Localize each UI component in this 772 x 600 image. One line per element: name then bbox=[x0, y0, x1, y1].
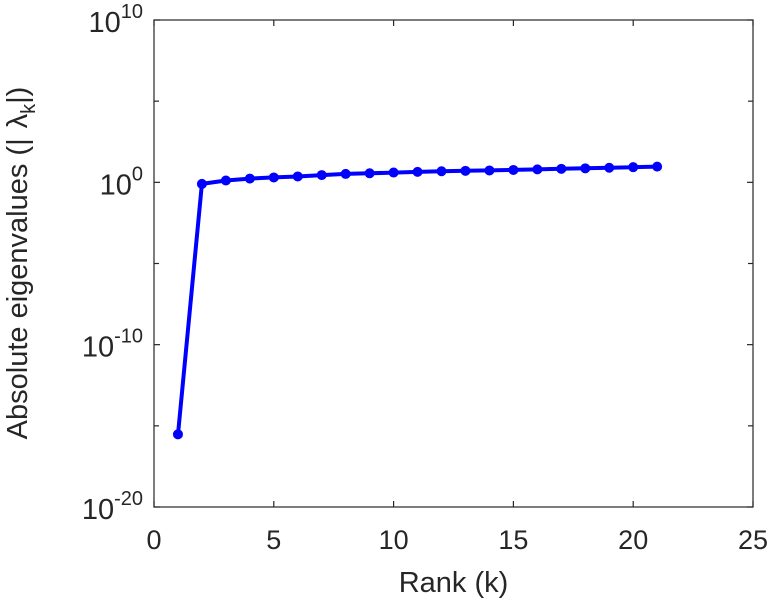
y-tick-label: 10-10 bbox=[82, 326, 143, 364]
y-tick-label-exponent: -10 bbox=[114, 326, 143, 348]
x-tick-label: 10 bbox=[379, 525, 409, 555]
y-tick-label: 100 bbox=[100, 163, 143, 201]
data-point bbox=[628, 162, 639, 173]
data-point bbox=[316, 170, 327, 181]
data-point bbox=[436, 166, 447, 177]
x-tick-label: 15 bbox=[498, 525, 528, 555]
data-point bbox=[508, 164, 519, 175]
series-line bbox=[176, 164, 658, 435]
y-axis-label-subscript: k bbox=[18, 103, 40, 114]
data-point bbox=[580, 163, 591, 174]
plot-box bbox=[153, 19, 754, 508]
series-layer bbox=[172, 161, 663, 440]
y-axis-label-text: Absolute eigenvalues (| bbox=[2, 138, 34, 439]
data-point bbox=[484, 165, 495, 176]
data-point bbox=[220, 175, 231, 186]
y-tick-label: 10-20 bbox=[82, 488, 143, 526]
data-point bbox=[460, 165, 471, 176]
y-tick-label-base: 10 bbox=[88, 7, 120, 39]
data-point bbox=[388, 167, 399, 178]
x-tick-label: 5 bbox=[266, 525, 281, 555]
data-point bbox=[364, 168, 375, 179]
data-point bbox=[268, 172, 279, 183]
data-point bbox=[340, 168, 351, 179]
y-axis-label-suffix: |) bbox=[2, 87, 34, 104]
data-point bbox=[532, 164, 543, 175]
data-point bbox=[652, 161, 663, 172]
data-point bbox=[556, 163, 567, 174]
data-point bbox=[604, 162, 615, 173]
plot-frame bbox=[153, 19, 754, 508]
y-tick-label-base: 10 bbox=[82, 332, 114, 364]
data-point bbox=[244, 173, 255, 184]
x-tick-label: 0 bbox=[146, 525, 161, 555]
y-tick-label-exponent: -20 bbox=[114, 488, 143, 510]
data-point bbox=[412, 166, 423, 177]
y-axis-label: Absolute eigenvalues (| λk|) bbox=[2, 87, 40, 440]
y-tick-label-exponent: 0 bbox=[132, 163, 143, 185]
y-tick-label: 1010 bbox=[88, 1, 143, 39]
x-tick-label: 25 bbox=[738, 525, 768, 555]
y-axis-label-symbol: λ bbox=[2, 113, 34, 128]
data-point bbox=[292, 171, 303, 182]
data-point bbox=[196, 178, 207, 189]
y-tick-label-base: 10 bbox=[82, 494, 114, 526]
x-axis-label: Rank (k) bbox=[399, 567, 509, 599]
y-tick-label-exponent: 10 bbox=[121, 1, 143, 23]
x-tick-label: 20 bbox=[618, 525, 648, 555]
data-point bbox=[172, 429, 183, 440]
y-tick-label-base: 10 bbox=[100, 169, 132, 201]
x-axis: 0 5 10 15 20 25 bbox=[146, 20, 768, 555]
